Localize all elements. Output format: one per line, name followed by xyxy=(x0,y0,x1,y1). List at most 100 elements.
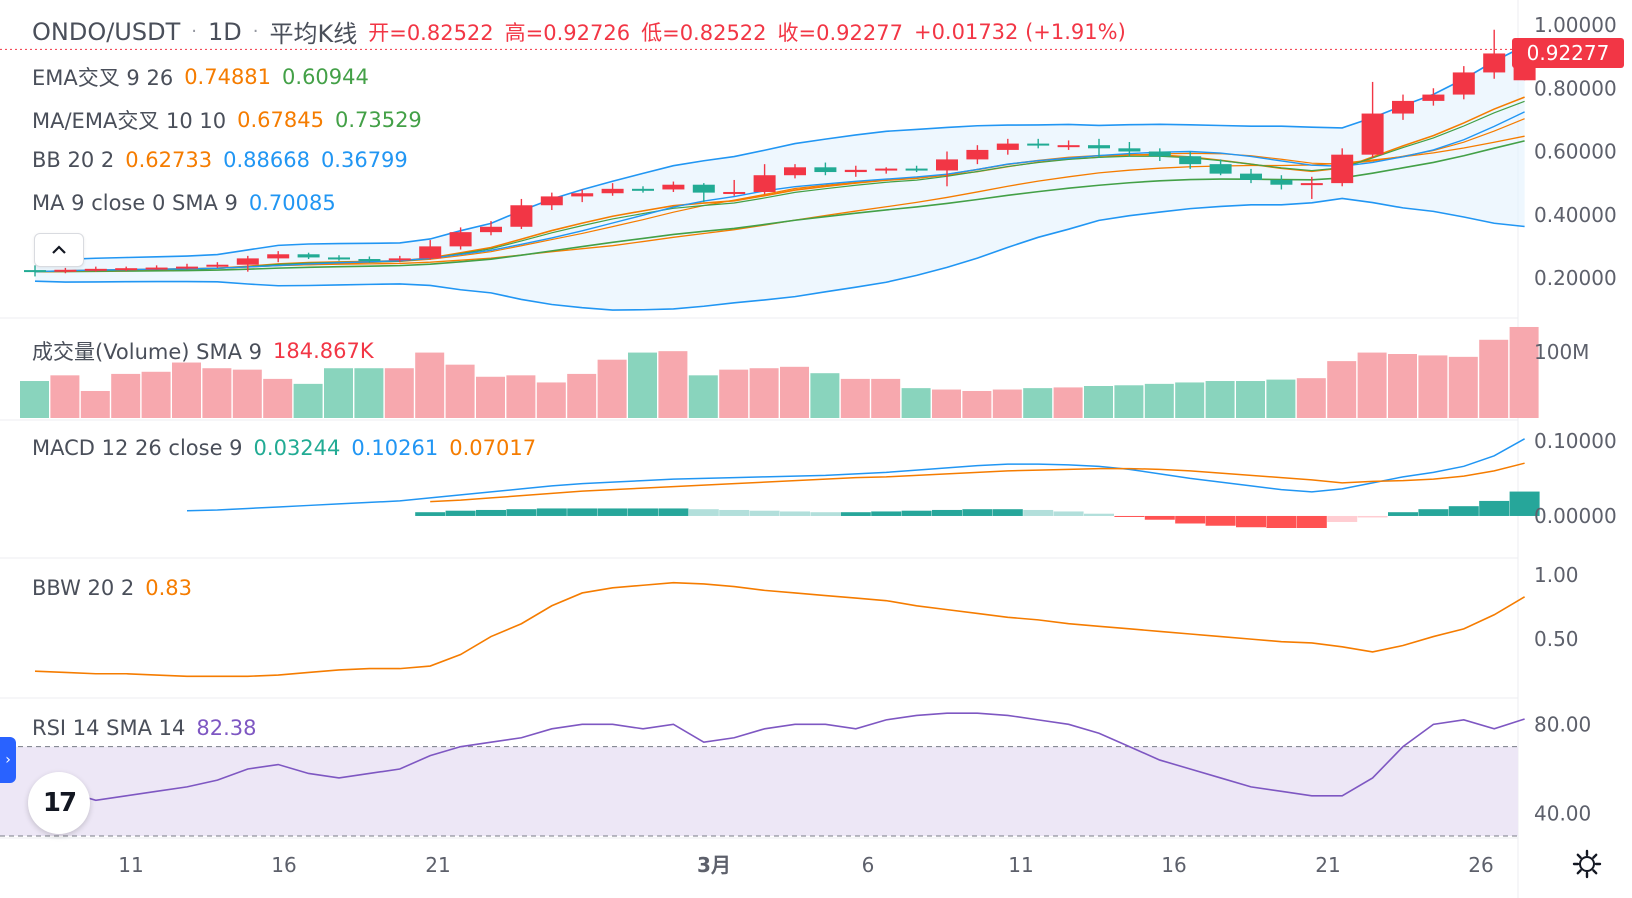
candle-body xyxy=(1118,148,1141,152)
volume-bar xyxy=(50,375,80,418)
interval-label[interactable]: 1D xyxy=(207,17,242,46)
macd-histogram-bar xyxy=(536,508,567,516)
volume-bar xyxy=(932,389,961,418)
bbw-legend[interactable]: BBW 20 2 0.83 xyxy=(32,576,193,600)
macd-histogram-bar xyxy=(1479,500,1510,516)
volume-bar xyxy=(445,364,475,418)
macd-axis-tick: 0.00000 xyxy=(1534,504,1617,528)
volume-bar xyxy=(597,359,627,418)
candle-body xyxy=(206,264,229,267)
rsi-legend[interactable]: RSI 14 SMA 14 82.38 xyxy=(32,716,257,740)
volume-bar xyxy=(1144,383,1174,418)
macd-histogram-bar xyxy=(688,509,719,516)
macd-histogram-bar xyxy=(658,508,689,516)
volume-bar xyxy=(840,378,870,418)
macd-histogram-bar xyxy=(719,509,750,516)
candle-body xyxy=(753,175,776,192)
rsi-axis-tick: 80.00 xyxy=(1534,712,1591,736)
ohlc-high: 高=0.92726 xyxy=(504,20,631,45)
macd-histogram-bar xyxy=(567,508,598,516)
candle-body xyxy=(1331,154,1354,184)
candle-body xyxy=(419,246,442,259)
volume-bar xyxy=(1448,356,1478,418)
candle-body xyxy=(723,191,746,194)
candle-body xyxy=(692,184,715,193)
candle-body xyxy=(480,226,502,233)
volume-bar xyxy=(20,381,49,418)
volume-bar xyxy=(1084,386,1113,418)
macd-histogram-bar xyxy=(476,509,506,516)
macd-histogram-bar xyxy=(932,509,962,516)
ma-ema-legend[interactable]: MA/EMA交叉 10 10 0.67845 0.73529 xyxy=(32,108,422,133)
candle-body xyxy=(449,232,472,247)
symbol-name[interactable]: ONDO/USDT xyxy=(32,17,181,46)
chevron-up-icon xyxy=(52,245,66,254)
rsi-axis-tick: 40.00 xyxy=(1534,802,1591,826)
time-axis-tick: 11 xyxy=(1008,853,1033,877)
time-axis-tick: 16 xyxy=(271,853,296,877)
macd-histogram-bar xyxy=(871,511,902,516)
settings-gear-icon[interactable] xyxy=(1572,849,1602,879)
macd-histogram-bar xyxy=(1388,512,1418,516)
macd-histogram-bar xyxy=(810,512,841,516)
volume-bar xyxy=(810,373,840,418)
candle-body xyxy=(1422,94,1445,101)
volume-bar xyxy=(719,369,749,418)
macd-histogram-bar xyxy=(1418,509,1449,516)
volume-bar xyxy=(111,373,141,418)
volume-bar xyxy=(780,366,809,418)
volume-bar xyxy=(1418,355,1448,418)
volume-bar xyxy=(80,390,110,418)
volume-bar xyxy=(354,368,384,418)
bb-legend[interactable]: BB 20 2 0.62733 0.88668 0.36799 xyxy=(32,148,408,172)
candle-body xyxy=(875,168,898,171)
volume-bar xyxy=(1266,379,1296,418)
macd-histogram-bar xyxy=(1236,515,1266,528)
macd-legend[interactable]: MACD 12 26 close 9 0.03244 0.10261 0.070… xyxy=(32,436,537,460)
macd-axis-tick: 0.10000 xyxy=(1534,429,1617,453)
candle-body xyxy=(1088,145,1110,149)
bbw-line xyxy=(34,581,1526,678)
chevron-right-icon: › xyxy=(5,752,11,768)
volume-bar xyxy=(1296,378,1326,418)
volume-bar xyxy=(384,368,414,418)
candle-body xyxy=(1240,173,1262,180)
volume-bar xyxy=(749,368,779,418)
volume-bar xyxy=(1357,352,1387,418)
volume-bar xyxy=(1023,388,1053,418)
time-axis-tick: 3月 xyxy=(697,853,731,877)
volume-bar xyxy=(141,371,171,418)
macd-histogram-bar xyxy=(1509,491,1540,516)
candle-body xyxy=(1027,143,1050,146)
candle-body xyxy=(267,254,290,259)
ma-legend[interactable]: MA 9 close 0 SMA 9 0.70085 xyxy=(32,191,336,215)
ohlc-open: 开=0.82522 xyxy=(368,20,494,45)
volume-bar xyxy=(1175,382,1205,418)
price-axis-tick: 0.40000 xyxy=(1534,203,1617,227)
volume-bar xyxy=(1509,326,1539,418)
volume-bar xyxy=(992,389,1022,418)
ema-10-line xyxy=(34,100,1525,273)
macd-line xyxy=(186,438,1525,512)
candle-body xyxy=(1392,100,1414,114)
collapse-legend-button[interactable] xyxy=(34,233,84,267)
volume-legend[interactable]: 成交量(Volume) SMA 9 184.867K xyxy=(32,339,374,364)
side-panel-toggle[interactable]: › xyxy=(0,737,16,783)
candle-body xyxy=(1361,113,1384,155)
candle-body xyxy=(905,168,928,171)
volume-bar xyxy=(962,390,992,418)
ohlc-low: 低=0.82522 xyxy=(641,20,767,45)
volume-bar xyxy=(232,369,262,418)
ema-slow-line xyxy=(34,140,1525,273)
macd-histogram-bar xyxy=(962,509,993,516)
macd-histogram-bar xyxy=(1023,509,1054,516)
chart-type-label[interactable]: 平均K线 xyxy=(269,20,358,48)
macd-histogram-bar xyxy=(1205,515,1236,526)
candle-body xyxy=(1209,164,1232,174)
tradingview-logo[interactable]: 17 xyxy=(28,772,90,834)
ema-legend[interactable]: EMA交叉 9 26 0.74881 0.60944 xyxy=(32,65,369,90)
macd-histogram-bar xyxy=(1175,515,1206,524)
macd-histogram-bar xyxy=(1357,515,1388,518)
volume-bar xyxy=(324,368,353,418)
